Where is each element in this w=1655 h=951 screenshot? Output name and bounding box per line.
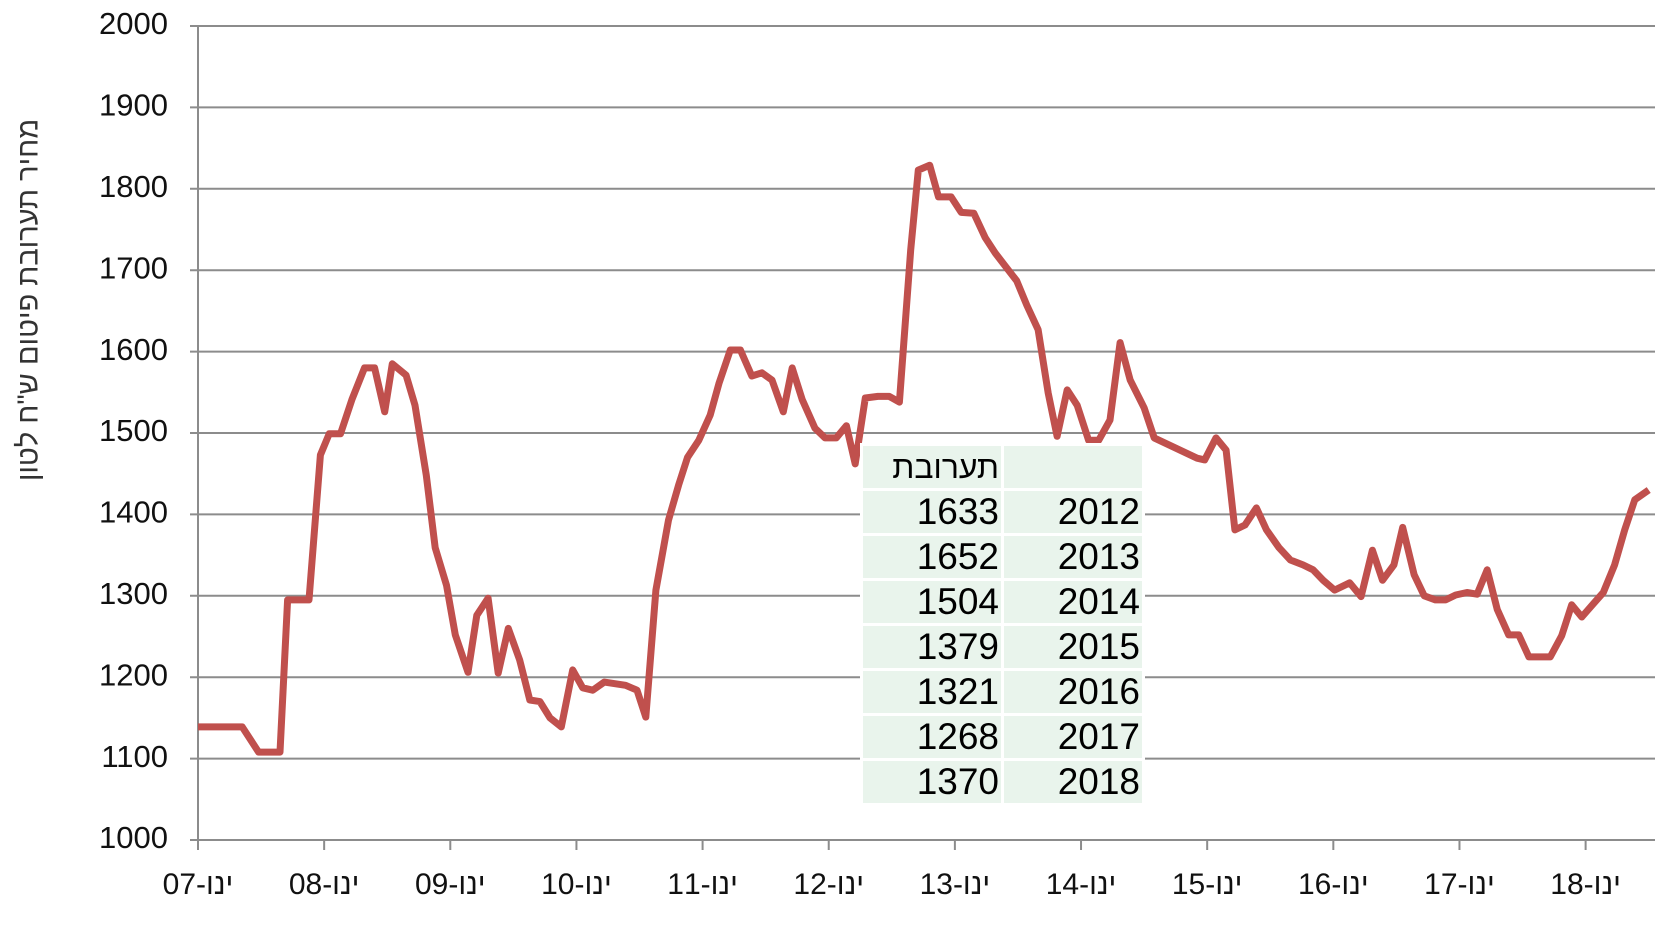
line xyxy=(198,161,1651,756)
table-cell: 2013 xyxy=(1001,533,1145,581)
table-cell: 2012 xyxy=(1001,488,1145,536)
y-tick-label: 1100 xyxy=(101,739,168,774)
table-row: 1379 2015 xyxy=(860,623,1145,671)
table-cell: 1370 xyxy=(860,758,1004,806)
x-tick-label: ינו-18 xyxy=(1550,868,1621,901)
y-tick-label: 2000 xyxy=(99,6,168,41)
x-tick-label: ינו-07 xyxy=(163,868,234,901)
table-row: 1268 2017 xyxy=(860,713,1145,761)
y-tick-label: 1900 xyxy=(99,88,168,123)
x-tick-label: ינו-17 xyxy=(1424,868,1495,901)
x-tick-label: ינו-11 xyxy=(667,868,738,901)
y-tick-label: 1200 xyxy=(99,657,168,692)
x-tick-label: ינו-08 xyxy=(289,868,360,901)
data-table: תערובת 1633 2012 1652 2013 1504 2014 1379 2015 13… xyxy=(860,443,1145,806)
table-row: 1321 2016 xyxy=(860,668,1145,716)
table-cell: 1504 xyxy=(860,578,1004,626)
table-cell: 2014 xyxy=(1001,578,1145,626)
y-tick-label: 1400 xyxy=(99,495,168,530)
table-cell: 1633 xyxy=(860,488,1004,536)
table-row: 1504 2014 xyxy=(860,578,1145,626)
table-cell: 1379 xyxy=(860,623,1004,671)
x-tick-label: ינו-10 xyxy=(541,868,612,901)
y-tick-label: 1300 xyxy=(99,576,168,611)
table-row: תערובת xyxy=(860,443,1145,491)
table-cell: 2016 xyxy=(1001,668,1145,716)
y-axis-label: מחיר תערובת פיטום ש"ח לטון xyxy=(13,119,45,481)
table-row: 1633 2012 xyxy=(860,488,1145,536)
table-cell: 2015 xyxy=(1001,623,1145,671)
x-tick-label: ינו-09 xyxy=(415,868,486,901)
x-tick-label: ינו-14 xyxy=(1046,868,1117,901)
table-cell: תערובת xyxy=(860,443,1004,491)
y-tick-label: 1700 xyxy=(99,250,168,285)
table-row: 1652 2013 xyxy=(860,533,1145,581)
y-tick-label: 1600 xyxy=(99,332,168,367)
table-cell: 1268 xyxy=(860,713,1004,761)
x-tick-label: ינו-12 xyxy=(793,868,864,901)
table-cell: 2018 xyxy=(1001,758,1145,806)
table-cell: 2017 xyxy=(1001,713,1145,761)
table-cell: 1652 xyxy=(860,533,1004,581)
table-cell: 1321 xyxy=(860,668,1004,716)
x-tick-label: ינו-16 xyxy=(1298,868,1369,901)
x-tick-label: ינו-15 xyxy=(1172,868,1243,901)
y-tick-label: 1500 xyxy=(99,413,168,448)
y-tick-label: 1800 xyxy=(99,169,168,204)
table-cell xyxy=(1001,443,1145,491)
x-tick-label: ינו-13 xyxy=(920,868,991,901)
table-row: 1370 2018 xyxy=(860,758,1145,806)
y-tick-label: 1000 xyxy=(99,820,168,855)
